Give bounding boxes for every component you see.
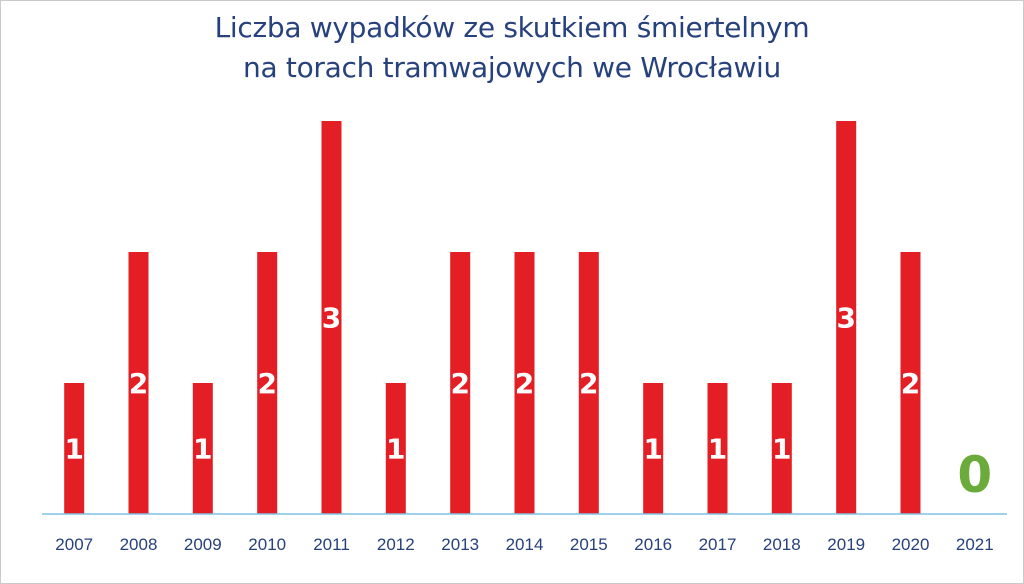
x-tick-label-2015: 2015	[570, 535, 608, 554]
x-tick-label-2008: 2008	[120, 535, 158, 554]
bar-2009	[192, 383, 213, 514]
data-label-2009: 1	[193, 433, 212, 466]
bar-2020	[900, 252, 921, 514]
bar-2016	[643, 383, 664, 514]
bar-2011	[321, 121, 342, 514]
x-tick-label-2007: 2007	[55, 535, 93, 554]
data-label-2018: 1	[772, 433, 791, 466]
data-label-2012: 1	[386, 433, 405, 466]
data-label-2016: 1	[643, 433, 662, 466]
bar-2017	[707, 383, 728, 514]
bar-2012	[385, 383, 406, 514]
x-tick-label-2013: 2013	[441, 535, 479, 554]
data-label-2021: 0	[957, 446, 992, 504]
data-label-2013: 2	[450, 367, 469, 400]
data-label-2015: 2	[579, 367, 598, 400]
x-tick-label-2011: 2011	[313, 535, 350, 554]
chart-title: Liczba wypadków ze skutkiem śmiertelnym …	[0, 8, 1024, 88]
data-label-2007: 1	[64, 433, 83, 466]
x-tick-label-2016: 2016	[634, 535, 672, 554]
bar-2014	[514, 252, 535, 514]
x-tick-label-2017: 2017	[699, 535, 737, 554]
data-label-2017: 1	[708, 433, 727, 466]
data-label-2014: 2	[515, 367, 534, 400]
x-tick-label-2010: 2010	[248, 535, 286, 554]
x-tick-label-2021: 2021	[956, 535, 994, 554]
x-tick-label-2018: 2018	[763, 535, 801, 554]
bar-2008	[128, 252, 149, 514]
bar-2018	[771, 383, 792, 514]
chart-title-line-2: na torach tramwajowych we Wrocławiu	[243, 51, 781, 84]
data-label-2010: 2	[257, 367, 276, 400]
bar-2013	[450, 252, 471, 514]
bar-2007	[64, 383, 85, 514]
x-tick-label-2020: 2020	[892, 535, 930, 554]
x-tick-label-2009: 2009	[184, 535, 222, 554]
bar-2015	[578, 252, 599, 514]
x-tick-label-2012: 2012	[377, 535, 415, 554]
data-label-2011: 3	[322, 302, 341, 335]
data-label-2019: 3	[836, 302, 855, 335]
x-tick-label-2019: 2019	[827, 535, 865, 554]
bar-2010	[257, 252, 278, 514]
bar-2019	[836, 121, 857, 514]
data-label-2020: 2	[901, 367, 920, 400]
data-label-2008: 2	[129, 367, 148, 400]
chart-title-line-1: Liczba wypadków ze skutkiem śmiertelnym	[214, 11, 810, 44]
x-tick-label-2014: 2014	[506, 535, 544, 554]
